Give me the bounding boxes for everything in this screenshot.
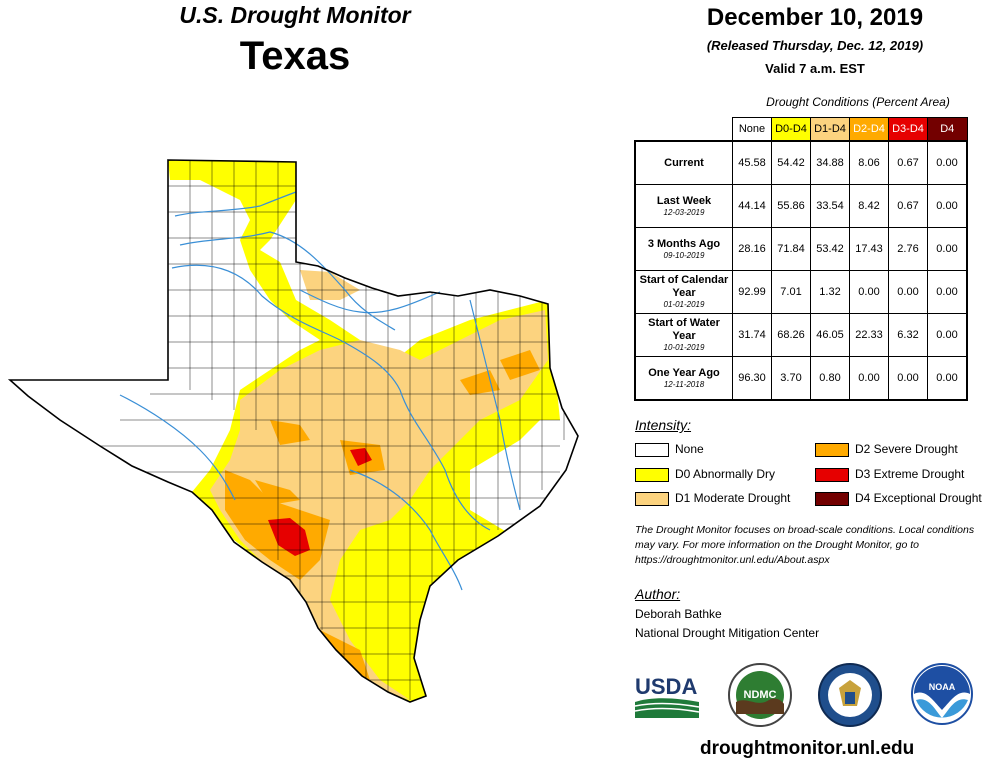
texas-drought-map bbox=[7, 159, 579, 703]
legend-swatch bbox=[635, 442, 669, 457]
col-header-d2-d4: D2-D4 bbox=[849, 117, 889, 142]
table-cell: 71.84 bbox=[771, 227, 811, 271]
intensity-title: Intensity: bbox=[635, 417, 692, 433]
table-cell: 0.00 bbox=[888, 356, 928, 401]
table-cell: 6.32 bbox=[888, 313, 928, 357]
valid-time: Valid 7 a.m. EST bbox=[765, 61, 865, 76]
map-date: December 10, 2019 bbox=[706, 4, 924, 31]
legend-item-d4: D4 Exceptional Drought bbox=[815, 490, 982, 506]
svg-text:USDA: USDA bbox=[635, 674, 697, 699]
table-row: 3 Months Ago 09-10-2019 28.16 71.84 53.42… bbox=[634, 227, 968, 271]
table-row: Last Week 12-03-2019 44.14 55.86 33.54 8.… bbox=[634, 184, 968, 228]
table-cell: 0.00 bbox=[927, 313, 968, 357]
table-cell: 45.58 bbox=[732, 140, 772, 185]
table-row: Start of Water Year 10-01-2019 31.74 68.2… bbox=[634, 313, 968, 357]
legend-item-d1: D1 Moderate Drought bbox=[635, 490, 790, 506]
author-name: Deborah Bathke bbox=[635, 607, 722, 621]
table-cell: 33.54 bbox=[810, 184, 850, 228]
legend-item-d0: D0 Abnormally Dry bbox=[635, 466, 775, 482]
drought-conditions-table: None D0-D4 D1-D4 D2-D4 D3-D4 D4 Current … bbox=[634, 117, 968, 401]
table-cell: 7.01 bbox=[771, 270, 811, 314]
table-cell: 0.00 bbox=[888, 270, 928, 314]
table-cell: 34.88 bbox=[810, 140, 850, 185]
table-cell: 54.42 bbox=[771, 140, 811, 185]
texas-outline bbox=[7, 159, 579, 703]
ndmc-logo: NDMC bbox=[728, 663, 792, 727]
map-title: U.S. Drought Monitor bbox=[179, 2, 411, 28]
table-cell: 28.16 bbox=[732, 227, 772, 271]
table-cell: 2.76 bbox=[888, 227, 928, 271]
footer-url: droughtmonitor.unl.edu bbox=[700, 738, 915, 759]
col-header-d0-d4: D0-D4 bbox=[771, 117, 811, 142]
row-label: Start of Water Year 10-01-2019 bbox=[634, 313, 733, 357]
table-cell: 44.14 bbox=[732, 184, 772, 228]
col-header-d3-d4: D3-D4 bbox=[888, 117, 928, 142]
table-cell: 68.26 bbox=[771, 313, 811, 357]
table-cell: 0.67 bbox=[888, 184, 928, 228]
legend-item-d2: D2 Severe Drought bbox=[815, 441, 958, 457]
legend-swatch bbox=[635, 467, 669, 482]
table-cell: 96.30 bbox=[732, 356, 772, 401]
rivers bbox=[119, 191, 521, 591]
table-header-row: None D0-D4 D1-D4 D2-D4 D3-D4 D4 bbox=[635, 117, 968, 142]
table-cell: 31.74 bbox=[732, 313, 772, 357]
table-cell: 22.33 bbox=[849, 313, 889, 357]
legend-item-none: None bbox=[635, 441, 704, 457]
legend-swatch bbox=[815, 442, 849, 457]
svg-text:NDMC: NDMC bbox=[744, 689, 777, 701]
col-header-d1-d4: D1-D4 bbox=[810, 117, 850, 142]
col-header-d4: D4 bbox=[927, 117, 968, 142]
noaa-logo: NOAA bbox=[911, 663, 973, 725]
author-org: National Drought Mitigation Center bbox=[635, 626, 820, 640]
table-cell: 1.32 bbox=[810, 270, 850, 314]
table-cell: 53.42 bbox=[810, 227, 850, 271]
table-cell: 0.00 bbox=[927, 270, 968, 314]
table-cell: 17.43 bbox=[849, 227, 889, 271]
table-row: Current 45.58 54.42 34.88 8.06 0.67 0.00 bbox=[634, 140, 968, 185]
table-caption: Drought Conditions (Percent Area) bbox=[766, 95, 950, 109]
table-corner bbox=[635, 117, 733, 142]
table-row: Start of Calendar Year 01-01-2019 92.99 7… bbox=[634, 270, 968, 314]
state-title: Texas bbox=[239, 34, 351, 78]
table-cell: 0.00 bbox=[927, 227, 968, 271]
legend-swatch bbox=[815, 491, 849, 506]
row-label: 3 Months Ago 09-10-2019 bbox=[634, 227, 733, 271]
table-cell: 3.70 bbox=[771, 356, 811, 401]
doc-seal-logo bbox=[818, 663, 882, 727]
table-cell: 0.00 bbox=[927, 140, 968, 185]
table-cell: 55.86 bbox=[771, 184, 811, 228]
table-cell: 8.06 bbox=[849, 140, 889, 185]
table-cell: 92.99 bbox=[732, 270, 772, 314]
row-label: Last Week 12-03-2019 bbox=[634, 184, 733, 228]
table-cell: 0.80 bbox=[810, 356, 850, 401]
legend-swatch bbox=[635, 491, 669, 506]
table-cell: 46.05 bbox=[810, 313, 850, 357]
table-cell: 0.00 bbox=[927, 184, 968, 228]
table-cell: 0.00 bbox=[849, 356, 889, 401]
d3-areas bbox=[268, 448, 372, 556]
release-date: (Released Thursday, Dec. 12, 2019) bbox=[706, 38, 924, 53]
legend-swatch bbox=[815, 467, 849, 482]
author-title: Author: bbox=[635, 586, 681, 602]
table-cell: 0.67 bbox=[888, 140, 928, 185]
row-label: Start of Calendar Year 01-01-2019 bbox=[634, 270, 733, 314]
table-cell: 0.00 bbox=[927, 356, 968, 401]
col-header-none: None bbox=[732, 117, 772, 142]
row-label: One Year Ago 12-11-2018 bbox=[634, 356, 733, 401]
svg-text:NOAA: NOAA bbox=[929, 682, 956, 692]
d1-areas bbox=[210, 270, 548, 700]
table-row: One Year Ago 12-11-2018 96.30 3.70 0.80 0… bbox=[634, 356, 968, 401]
usda-logo: USDA bbox=[634, 674, 700, 718]
table-cell: 0.00 bbox=[849, 270, 889, 314]
legend-item-d3: D3 Extreme Drought bbox=[815, 466, 964, 482]
row-label: Current bbox=[634, 140, 733, 185]
table-cell: 8.42 bbox=[849, 184, 889, 228]
disclaimer-note: The Drought Monitor focuses on broad-sca… bbox=[635, 524, 975, 566]
